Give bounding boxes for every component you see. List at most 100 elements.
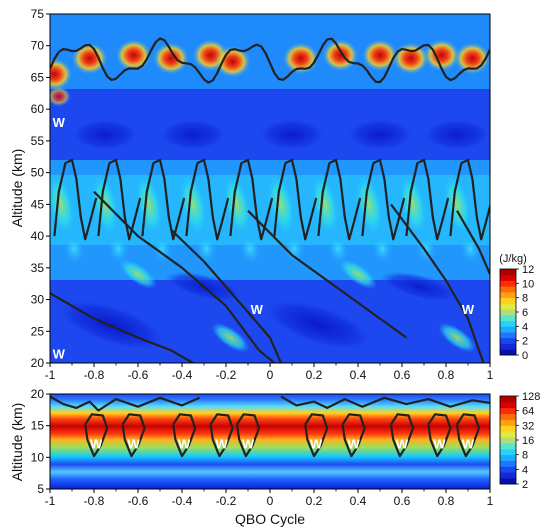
lower-y-axis-label: Altitude (km) <box>9 403 25 482</box>
upper-field-blob <box>416 234 437 263</box>
lower-w-label: W <box>242 436 255 451</box>
upper-field-blob <box>372 234 393 263</box>
upper-colorbar-tick-label: 2 <box>522 336 528 348</box>
upper-y-tick-label: 55 <box>31 134 45 148</box>
lower-colorbar-band <box>500 437 516 444</box>
upper-y-tick-label: 35 <box>31 261 45 275</box>
lower-w-label: W <box>347 436 360 451</box>
lower-y-tick-label: 5 <box>37 482 44 496</box>
lower-contour-lobe <box>209 413 234 458</box>
upper-contour-loop <box>53 158 98 241</box>
upper-w-label: W <box>462 302 475 317</box>
upper-colorbar-band <box>500 274 516 281</box>
upper-colorbar-band <box>500 349 516 356</box>
lower-colorbar-band <box>500 431 516 438</box>
lower-colorbar-band <box>500 425 516 432</box>
upper-contours <box>50 37 490 363</box>
upper-y-axis-label: Altitude (km) <box>9 149 25 228</box>
upper-field-blob <box>211 323 250 353</box>
lower-x-tick-label: -0.4 <box>172 494 193 508</box>
upper-colorbar-title: (J/kg) <box>499 253 527 265</box>
upper-y-tick-label: 65 <box>31 70 45 84</box>
upper-contour-diagonal <box>456 210 490 275</box>
upper-colorbar-band <box>500 280 516 287</box>
lower-x-ticks: -1 -0.8 -0.6 -0.4 -0.2 0 0.2 0.4 0.6 0.8 1 <box>45 489 494 508</box>
upper-field-blob <box>392 42 429 75</box>
lower-x-axis-label: QBO Cycle <box>235 511 305 527</box>
upper-x-tick-label: -0.8 <box>84 368 105 382</box>
lower-contour-lobe <box>84 413 109 458</box>
upper-field-blob <box>214 45 251 78</box>
lower-colorbar-band <box>500 466 516 473</box>
upper-contour-loop <box>317 158 362 241</box>
lower-colorbar-tick-label: 64 <box>522 406 534 418</box>
upper-field-blob <box>91 174 119 234</box>
upper-contour-diagonal <box>390 203 485 363</box>
upper-field-blob <box>438 323 476 353</box>
lower-colorbar-tick-label: 16 <box>522 435 534 447</box>
lower-contour-lobe <box>304 413 329 458</box>
lower-colorbar-band <box>500 448 516 456</box>
upper-field-blob <box>153 42 189 75</box>
upper-colorbar-band <box>500 297 516 304</box>
upper-field-blob <box>380 271 459 302</box>
lower-colorbar-band <box>500 413 516 420</box>
lower-colorbar-bands <box>500 396 516 485</box>
upper-field-blob <box>355 174 383 234</box>
upper-w-label: W <box>53 346 66 361</box>
lower-contour-lobe <box>172 413 197 458</box>
lower-w-label: W <box>433 436 446 451</box>
upper-field-blob <box>223 174 251 234</box>
upper-y-tick-label: 75 <box>31 7 45 21</box>
upper-field-blob <box>322 39 359 72</box>
upper-w-labels: W W W W <box>53 115 475 362</box>
upper-field-blob <box>282 42 319 75</box>
upper-x-ticks: -1 -0.8 -0.6 -0.4 -0.2 0 0.2 0.4 0.6 0.8 1 <box>45 363 494 382</box>
upper-w-label: W <box>251 302 264 317</box>
lower-x-tick-label: 0.6 <box>394 494 411 508</box>
lower-colorbar-band <box>500 396 516 403</box>
lower-w-label: W <box>178 436 191 451</box>
upper-field-blob <box>399 174 427 234</box>
lower-colorbar-band <box>500 442 516 450</box>
lower-colorbar-band <box>500 472 516 479</box>
upper-y-tick-label: 50 <box>31 166 45 180</box>
lower-y-tick-label: 20 <box>31 387 45 401</box>
upper-colorbar-tick-label: 10 <box>522 278 534 290</box>
upper-field-blob <box>328 234 349 263</box>
lower-y-tick-label: 15 <box>31 419 45 433</box>
upper-y-tick-label: 45 <box>31 197 45 211</box>
upper-contour-diagonal <box>170 228 283 363</box>
upper-y-tick-label: 25 <box>31 324 45 338</box>
upper-field-blob <box>284 234 305 263</box>
upper-field-blob <box>423 39 460 72</box>
upper-y-tick-label: 60 <box>31 102 45 116</box>
lower-colorbar-band <box>500 407 516 414</box>
upper-field-blob <box>346 118 414 151</box>
upper-colorbar: (J/kg) 0 2 4 6 8 10 12 <box>499 253 534 362</box>
upper-contour-loop <box>273 158 318 241</box>
upper-field-blob <box>362 39 398 72</box>
upper-w-label: W <box>53 115 66 130</box>
upper-colorbar-band <box>500 269 516 276</box>
lower-x-tick-label: 0.4 <box>350 494 367 508</box>
upper-colorbar-band <box>500 291 516 299</box>
upper-field-blob <box>423 118 490 151</box>
upper-field-blob <box>71 118 139 151</box>
upper-field-blob <box>64 234 85 263</box>
lower-x-tick-label: 1 <box>487 494 494 508</box>
upper-y-tick-label: 20 <box>31 356 45 370</box>
upper-field-blob <box>240 234 261 263</box>
lower-x-tick-label: -0.6 <box>128 494 149 508</box>
upper-field-blob <box>267 174 295 234</box>
upper-x-tick-label: -0.4 <box>172 368 193 382</box>
lower-x-tick-label: -1 <box>45 494 56 508</box>
lower-contour-top <box>50 395 201 412</box>
upper-field-blob <box>159 118 227 151</box>
upper-x-tick-label: 0 <box>267 368 274 382</box>
upper-x-tick-label: 0.2 <box>306 368 323 382</box>
upper-y-tick-label: 70 <box>31 39 45 53</box>
lower-w-label: W <box>396 436 409 451</box>
